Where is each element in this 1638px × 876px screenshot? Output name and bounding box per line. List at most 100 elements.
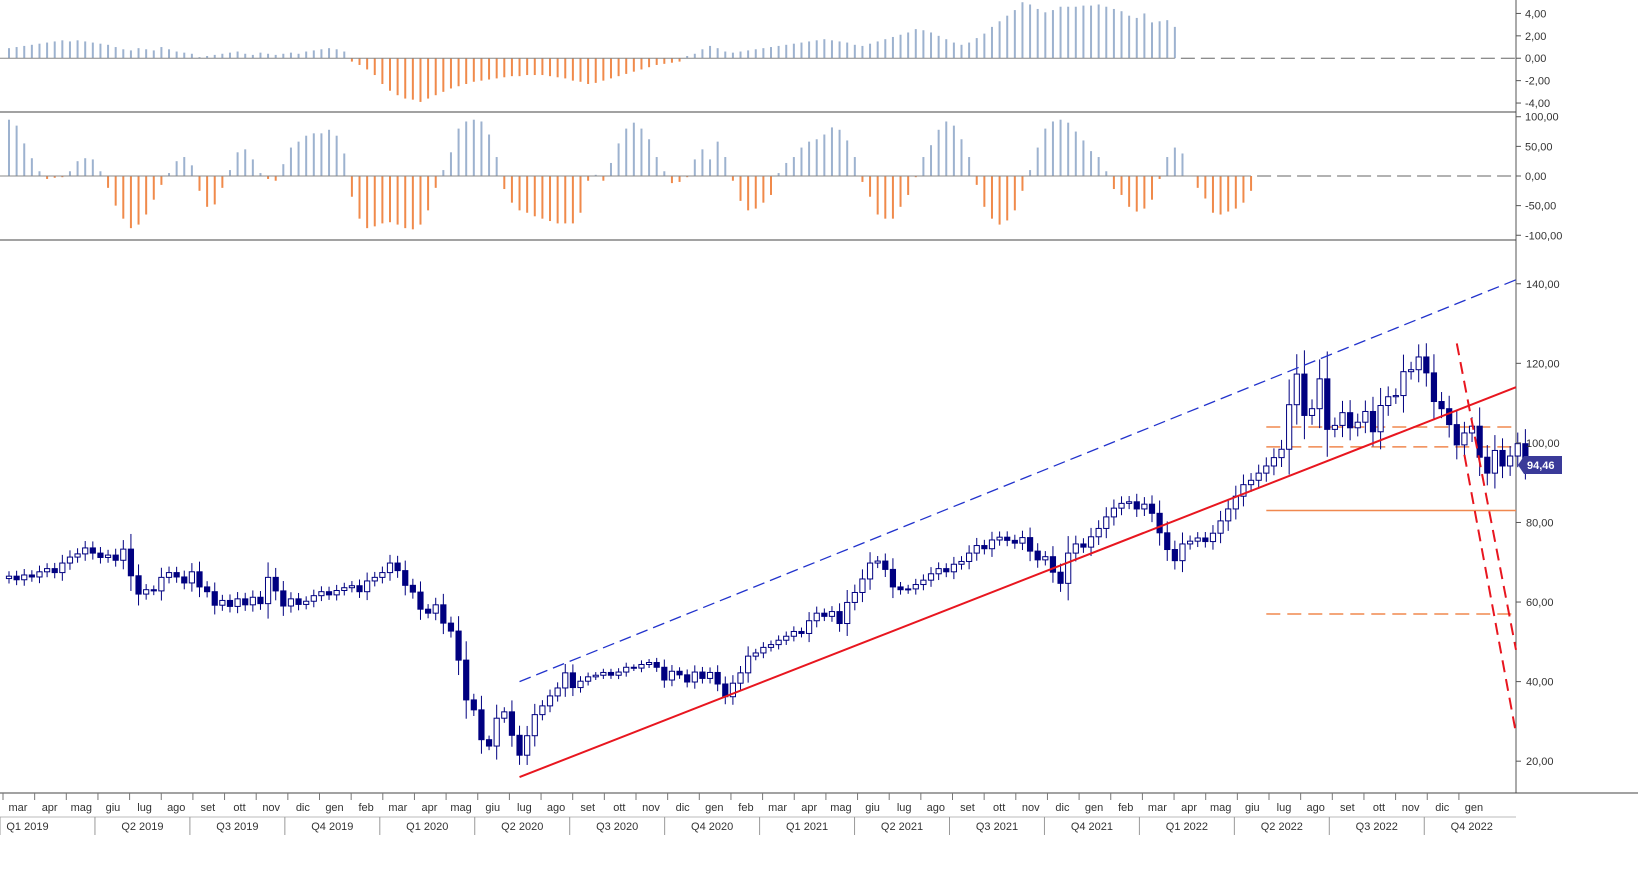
candle-body (188, 571, 195, 584)
candle-body (493, 717, 500, 747)
candle-body (1476, 425, 1483, 458)
x-month-label: mag (71, 802, 92, 814)
candle-body (1072, 543, 1079, 554)
candle-body (234, 598, 241, 607)
candle-body (143, 589, 150, 595)
candle-body (760, 646, 767, 654)
candle-body (1065, 552, 1072, 584)
candle-body (28, 574, 35, 578)
x-month-label: lug (137, 802, 152, 814)
candle-body (120, 548, 127, 561)
candle-body (272, 576, 279, 592)
candle-body (173, 572, 180, 578)
candle-body (1499, 449, 1506, 467)
x-month-label: mar (9, 802, 28, 814)
candle-body (1400, 371, 1407, 397)
candle-body (325, 591, 333, 596)
x-quarter-label: Q3 2021 (976, 821, 1018, 833)
last-price-label: 94,46 (1527, 460, 1555, 472)
candle-body (135, 575, 142, 595)
candle-body (1042, 556, 1049, 561)
candle-body (806, 620, 813, 634)
x-month-label: lug (1277, 802, 1292, 814)
x-quarter-label: Q3 2022 (1356, 821, 1398, 833)
trendline (1463, 454, 1517, 734)
candle-body (973, 545, 980, 554)
x-month-label: feb (1118, 802, 1133, 814)
candle-body (432, 604, 439, 614)
candle-body (927, 573, 935, 581)
x-month-label: mar (768, 802, 787, 814)
candle-body (1202, 537, 1209, 543)
x-month-label: mar (388, 802, 407, 814)
candle-body (539, 705, 546, 716)
y-tick-label: 60,00 (1526, 597, 1554, 609)
y-tick-label: 50,00 (1525, 141, 1553, 153)
candle-body (1324, 378, 1331, 430)
candle-body (752, 652, 759, 657)
x-month-label: nov (642, 802, 660, 814)
candle-body (684, 674, 691, 683)
y-tick-label: 100,00 (1526, 438, 1560, 450)
x-quarter-label: Q2 2022 (1261, 821, 1303, 833)
candle-body (402, 570, 409, 586)
candle-body (89, 547, 96, 554)
candle-body (1247, 479, 1255, 486)
candle-body (211, 591, 218, 606)
candle-body (699, 671, 706, 679)
candle-body (1103, 516, 1110, 529)
candle-body (127, 548, 135, 577)
candle-body (1301, 373, 1308, 416)
candle-body (790, 630, 797, 637)
x-month-label: dic (1055, 802, 1070, 814)
candle-body (691, 671, 698, 683)
candle-body (364, 580, 371, 593)
x-month-label: nov (262, 802, 280, 814)
x-month-label: ott (993, 802, 1005, 814)
candle-body (966, 552, 973, 562)
candle-body (714, 671, 721, 685)
candle-body (1026, 537, 1034, 552)
candle-body (409, 584, 416, 593)
x-quarter-label: Q2 2020 (501, 821, 543, 833)
y-tick-label: 4,00 (1525, 8, 1546, 20)
y-tick-label: -100,00 (1525, 230, 1562, 242)
candle-body (204, 586, 211, 593)
candle-body (1430, 372, 1438, 403)
x-month-label: ago (547, 802, 565, 814)
x-quarter-label: Q3 2020 (596, 821, 638, 833)
candle-body (1407, 369, 1415, 373)
candle-body (1331, 424, 1338, 430)
y-tick-label: 120,00 (1526, 358, 1560, 370)
x-month-label: set (580, 802, 595, 814)
candle-body (447, 622, 455, 632)
candle-body (1148, 503, 1156, 514)
x-month-label: dic (296, 802, 311, 814)
candle-body (943, 568, 950, 573)
candle-body (554, 687, 561, 697)
candle-body (546, 695, 554, 707)
candle-body (897, 586, 904, 591)
x-quarter-label: Q1 2022 (1166, 821, 1208, 833)
x-month-label: set (960, 802, 975, 814)
candle-body (859, 578, 866, 593)
candle-body (417, 591, 424, 610)
y-tick-label: 2,00 (1525, 31, 1546, 43)
candle-body (508, 711, 516, 736)
x-month-label: mar (1148, 802, 1167, 814)
candle-body (981, 545, 988, 550)
candle-body (1415, 356, 1422, 371)
candle-body (287, 598, 295, 607)
candle-body (348, 585, 355, 589)
candle-body (1385, 396, 1392, 407)
candle-body (775, 639, 782, 646)
candle-body (1019, 537, 1026, 544)
last-price-badge (1518, 455, 1562, 474)
x-month-label: feb (359, 802, 374, 814)
candle-body (303, 600, 310, 605)
x-month-label: ago (927, 802, 945, 814)
candle-body (21, 574, 28, 581)
candle-body (1240, 484, 1247, 497)
y-tick-label: 100,00 (1525, 112, 1559, 124)
candle-body (1095, 527, 1102, 538)
